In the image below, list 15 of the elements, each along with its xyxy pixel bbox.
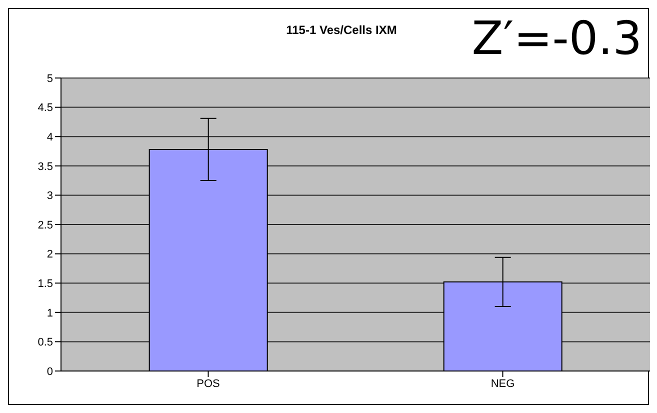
y-tick-label: 2.5: [38, 219, 53, 232]
chart-title: 115-1 Ves/Cells IXM: [286, 23, 397, 37]
y-tick-label: 4: [46, 132, 53, 144]
x-tick-label: NEG: [490, 378, 515, 390]
y-tick-label: 4.5: [38, 102, 53, 114]
x-tick-label: POS: [196, 378, 220, 390]
y-tick-label: 5: [46, 72, 53, 85]
y-tick-label: 1.5: [38, 278, 53, 290]
y-tick-label: 3: [46, 190, 53, 202]
y-tick-label: 2: [46, 248, 53, 261]
y-tick-label: 0.5: [38, 336, 53, 349]
y-tick-label: 1: [46, 307, 53, 320]
y-tick-label: 3.5: [38, 160, 53, 173]
y-tick-label: 0: [46, 366, 53, 378]
z-prime-note: Z′=-0.3: [472, 11, 642, 65]
